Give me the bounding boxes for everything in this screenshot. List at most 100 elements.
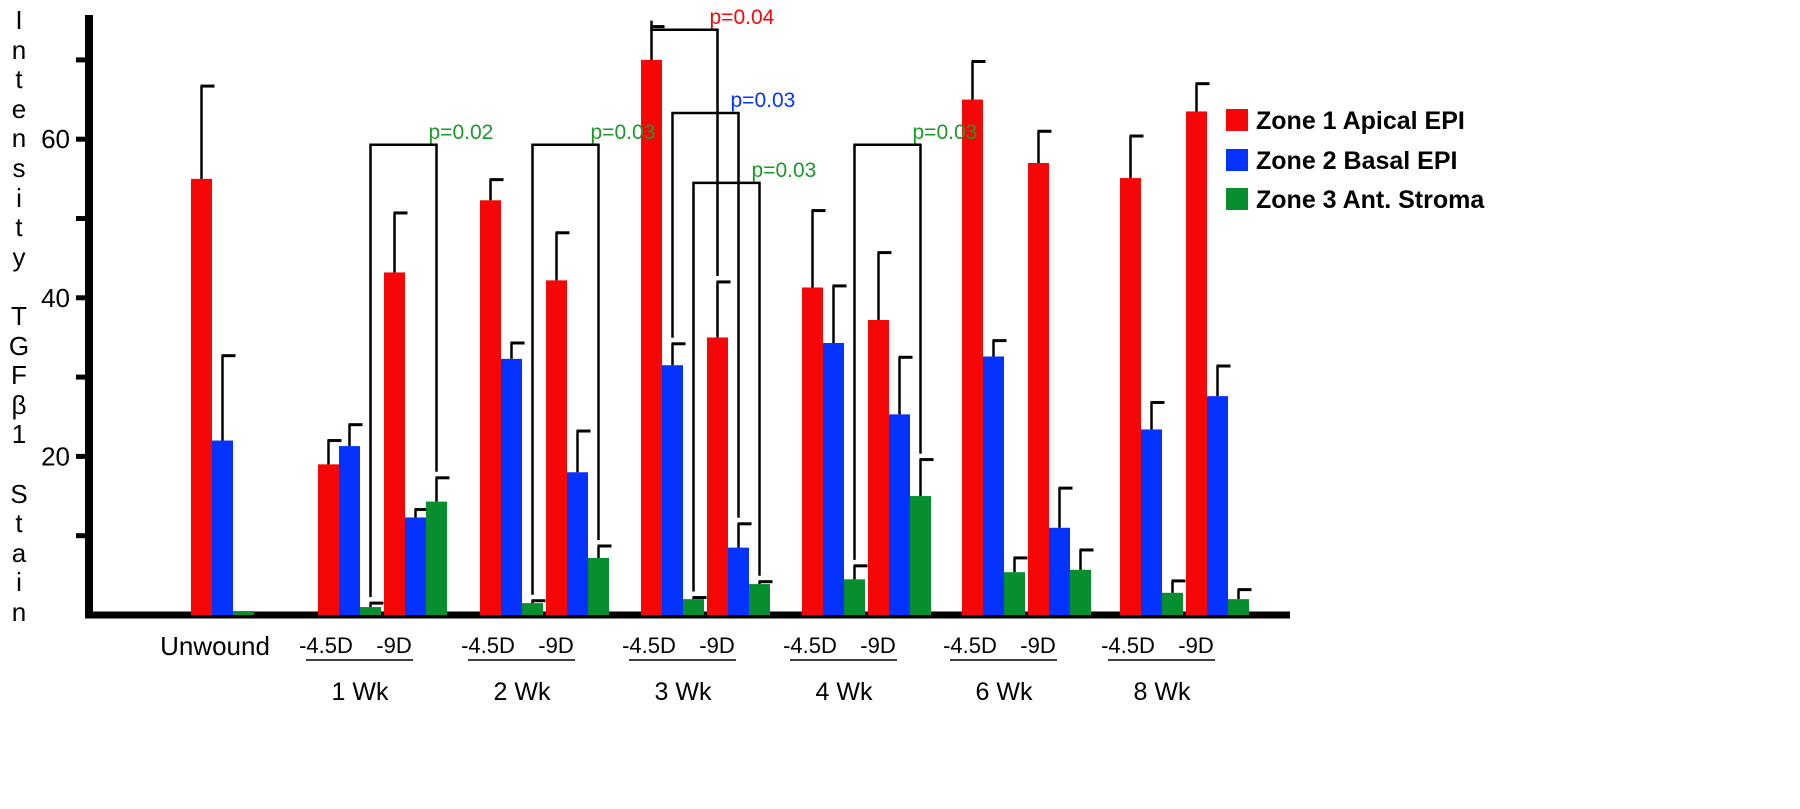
- bar-2-4: [588, 557, 609, 615]
- bar-2-8: [910, 496, 931, 615]
- x-group-label: 1 Wk: [332, 678, 389, 706]
- y-axis-label-char: s: [12, 152, 26, 183]
- bar-1-9: [983, 356, 1004, 615]
- y-axis-label-char: y: [12, 241, 26, 272]
- legend-swatch: [1226, 109, 1248, 131]
- bar-0-1: [318, 464, 339, 615]
- y-axis-label-char: t: [15, 212, 23, 243]
- bar-1-8: [889, 414, 910, 615]
- y-axis-label-char: e: [11, 93, 27, 124]
- x-sublabel: -9D: [1178, 633, 1213, 658]
- legend-label: Zone 3 Ant. Stroma: [1256, 186, 1485, 214]
- x-group-label: 6 Wk: [976, 678, 1033, 706]
- bar-1-6: [728, 547, 749, 615]
- legend-label: Zone 1 Apical EPI: [1256, 107, 1465, 135]
- y-tick-label: 20: [41, 441, 70, 471]
- p-value-label: p=0.03: [752, 159, 817, 182]
- y-axis-label-char: t: [15, 508, 23, 539]
- bar-2-7: [844, 579, 865, 615]
- bar-0-2: [384, 272, 405, 615]
- bar-1-4: [567, 472, 588, 615]
- x-sublabel: -9D: [538, 633, 573, 658]
- significance-bracket: [671, 111, 740, 518]
- x-group-label: 8 Wk: [1134, 678, 1191, 706]
- y-axis-label-char: 1: [11, 419, 27, 450]
- y-tick-label: 40: [41, 283, 70, 313]
- y-axis-label-char: T: [11, 300, 27, 331]
- bar-2-2: [426, 501, 447, 615]
- x-group-label: 2 Wk: [494, 678, 551, 706]
- y-axis-label-char: β: [11, 389, 27, 420]
- bar-1-1: [339, 446, 360, 615]
- bar-2-12: [1228, 599, 1249, 615]
- bar-2-11: [1162, 592, 1183, 615]
- y-axis-label-char: i: [16, 567, 22, 598]
- x-sublabel: -9D: [1020, 633, 1055, 658]
- x-sublabel: -9D: [699, 633, 734, 658]
- p-value-label: p=0.03: [731, 89, 796, 112]
- bar-1-10: [1049, 527, 1070, 615]
- p-value-label: p=0.04: [710, 6, 775, 29]
- bar-0-3: [480, 200, 501, 616]
- legend-swatch: [1226, 188, 1248, 210]
- bar-0-8: [868, 320, 889, 615]
- bar-2-6: [749, 584, 770, 615]
- p-value-label: p=0.03: [913, 121, 978, 144]
- bar-0-10: [1028, 162, 1049, 616]
- x-sublabel: -4.5D: [299, 633, 353, 658]
- significance-bracket: [531, 143, 600, 595]
- significance-bracket: [650, 20, 719, 276]
- significance-bracket: [692, 181, 761, 592]
- bar-1-7: [823, 343, 844, 615]
- bar-0-5: [641, 59, 662, 615]
- bar-2-5: [683, 599, 704, 615]
- legend-swatch: [1226, 149, 1248, 171]
- y-axis-label-char: n: [11, 123, 27, 154]
- y-axis-label-char: i: [16, 182, 22, 213]
- y-axis-label-char: G: [8, 330, 30, 361]
- x-label-unwound: Unwound: [160, 631, 270, 661]
- legend-label: Zone 2 Basal EPI: [1256, 147, 1457, 175]
- y-axis-label-char: S: [10, 478, 28, 509]
- bar-1-3: [501, 358, 522, 615]
- bar-1-12: [1207, 396, 1228, 615]
- bar-0-12: [1186, 111, 1207, 615]
- bar-2-1: [360, 607, 381, 615]
- x-sublabel: -9D: [376, 633, 411, 658]
- y-axis-label-char: a: [11, 537, 27, 568]
- bar-0-11: [1120, 178, 1141, 615]
- y-tick-label: 60: [41, 124, 70, 154]
- bar-2-3: [522, 603, 543, 615]
- x-sublabel: -4.5D: [461, 633, 515, 658]
- p-value-label: p=0.03: [591, 121, 656, 144]
- bar-0-4: [546, 280, 567, 615]
- bar-0-7: [802, 287, 823, 615]
- bar-2-10: [1070, 569, 1091, 615]
- bar-1-5: [662, 365, 683, 615]
- bar-0-9: [962, 99, 983, 616]
- x-sublabel: -9D: [860, 633, 895, 658]
- bar-1-0: [212, 440, 233, 615]
- y-axis-label-char: I: [15, 5, 23, 35]
- x-sublabel: -4.5D: [1101, 633, 1155, 658]
- x-sublabel: -4.5D: [622, 633, 676, 658]
- bar-2-9: [1004, 572, 1025, 615]
- bar-1-11: [1141, 429, 1162, 615]
- x-group-label: 3 Wk: [655, 678, 712, 706]
- x-sublabel: -4.5D: [783, 633, 837, 658]
- y-axis-label-char: n: [11, 596, 27, 627]
- bar-0-6: [707, 337, 728, 615]
- significance-bracket: [853, 143, 922, 560]
- significance-bracket: [369, 143, 438, 598]
- p-value-label: p=0.02: [429, 121, 494, 144]
- bar-0-0: [191, 178, 212, 615]
- bar-2-0: [233, 611, 254, 615]
- x-sublabel: -4.5D: [943, 633, 997, 658]
- y-axis-label-char: F: [11, 360, 27, 391]
- y-axis-label-char: t: [15, 64, 23, 95]
- bar-1-2: [405, 517, 426, 615]
- y-axis-label-char: n: [11, 34, 27, 65]
- x-group-label: 4 Wk: [816, 678, 873, 706]
